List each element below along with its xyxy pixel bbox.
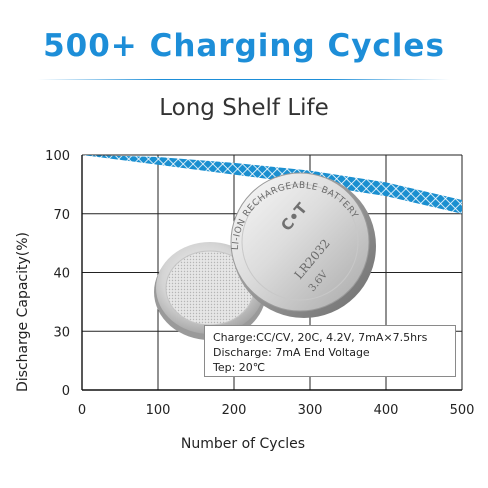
x-tick-0: 0 — [78, 403, 86, 418]
y-tick-40: 40 — [53, 267, 70, 282]
y-tick-labels: 0 30 40 70 100 — [45, 149, 70, 399]
temperature-condition: Tep: 20℃ — [213, 361, 266, 374]
y-tick-100: 100 — [45, 149, 70, 164]
x-tick-labels: 0 100 200 300 400 500 — [78, 403, 475, 418]
x-tick-100: 100 — [146, 403, 171, 418]
x-tick-500: 500 — [450, 403, 475, 418]
page-headline: 500+ Charging Cycles — [43, 28, 445, 64]
x-tick-300: 300 — [298, 403, 323, 418]
x-tick-400: 400 — [374, 403, 399, 418]
chart-axes — [81, 155, 462, 391]
discharge-condition: Discharge: 7mA End Voltage — [213, 346, 370, 359]
y-axis-title: Discharge Capacity(%) — [15, 232, 31, 392]
test-conditions-box: Charge:CC/CV, 20C, 4.2V, 7mA×7.5hrs Disc… — [204, 325, 456, 377]
coin-battery-front: LI-ION RECHARGEABLE BATTERY C•T LR2032 3… — [230, 172, 376, 318]
capacity-band — [82, 155, 462, 214]
charge-condition: Charge:CC/CV, 20C, 4.2V, 7mA×7.5hrs — [213, 331, 428, 344]
headline-divider — [38, 79, 450, 80]
y-tick-0: 0 — [62, 384, 70, 399]
x-tick-200: 200 — [222, 403, 247, 418]
y-tick-30: 30 — [53, 325, 70, 340]
page-subtitle: Long Shelf Life — [159, 95, 329, 121]
y-tick-70: 70 — [53, 208, 70, 223]
x-axis-title: Number of Cycles — [181, 436, 305, 452]
